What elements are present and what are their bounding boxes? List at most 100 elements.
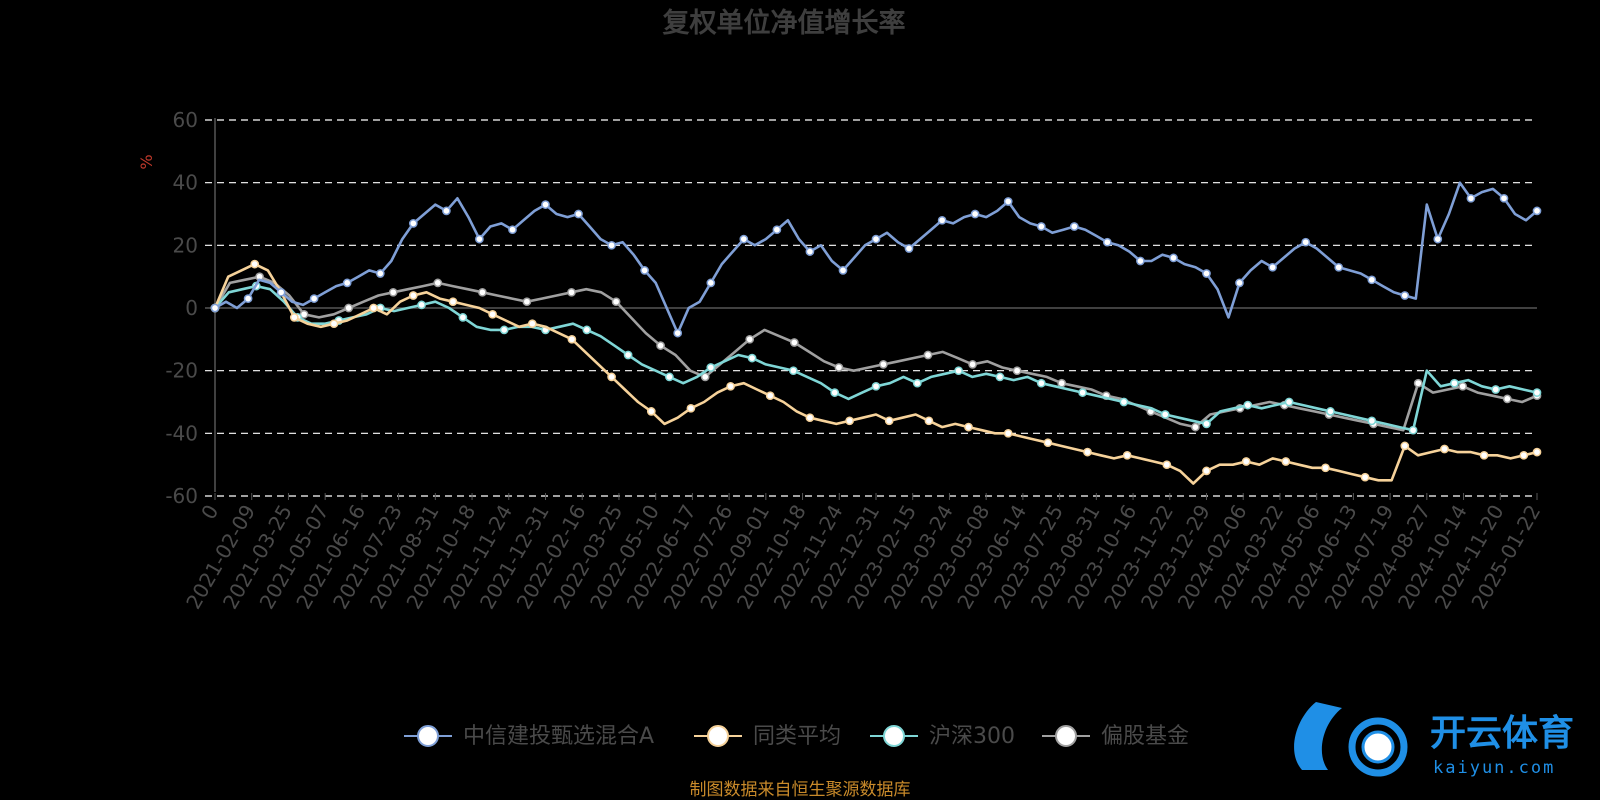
data-point xyxy=(607,240,616,250)
data-point xyxy=(739,234,749,244)
data-point xyxy=(408,219,418,228)
data-point xyxy=(433,278,443,288)
legend-label-fund: 中信建投甄选混合A xyxy=(463,724,654,749)
data-point xyxy=(1235,278,1244,288)
legend-marker-equity-fund xyxy=(1055,725,1077,747)
data-point xyxy=(1367,416,1377,426)
data-point xyxy=(747,353,757,363)
data-point xyxy=(1532,388,1542,397)
series-group xyxy=(210,181,1542,485)
data-point xyxy=(541,200,550,209)
data-point xyxy=(1450,378,1459,388)
y-axis-ticks: 60 40 20 0 -20 -40 -60 xyxy=(165,108,198,508)
watermark-logo: 开云体育 kaiyun.com xyxy=(1294,702,1574,778)
data-point xyxy=(968,360,977,369)
data-point xyxy=(706,363,716,372)
data-point xyxy=(611,297,621,307)
data-point xyxy=(522,297,532,307)
data-point xyxy=(607,372,616,382)
data-point xyxy=(623,350,633,360)
data-point xyxy=(789,366,798,376)
data-point xyxy=(1433,234,1443,244)
data-point xyxy=(830,388,840,397)
legend-marker-csi300 xyxy=(883,725,905,747)
data-point xyxy=(508,225,517,235)
data-point xyxy=(475,234,484,244)
data-point xyxy=(527,319,537,329)
data-point xyxy=(923,350,933,360)
data-point xyxy=(937,215,947,225)
data-point xyxy=(665,372,674,382)
legend-label-equity-fund: 偏股基金 xyxy=(1101,724,1189,749)
data-point xyxy=(640,266,649,275)
data-point xyxy=(995,372,1005,382)
data-point xyxy=(884,416,894,426)
data-point xyxy=(1440,444,1449,454)
data-point xyxy=(838,266,848,275)
data-point xyxy=(1532,447,1542,457)
data-point xyxy=(499,325,509,335)
legend-label-csi300: 沪深300 xyxy=(929,724,1015,749)
data-point xyxy=(1057,378,1067,388)
source-note: 制图数据来自恒生聚源数据库 xyxy=(690,780,911,800)
legend-item-csi300[interactable]: 沪深300 xyxy=(870,724,1015,749)
watermark-sub: kaiyun.com xyxy=(1433,758,1555,778)
data-point xyxy=(954,366,963,376)
series-line-1 xyxy=(213,262,1538,485)
legend-item-equity-fund[interactable]: 偏股基金 xyxy=(1042,724,1189,749)
data-point xyxy=(448,297,458,307)
data-point xyxy=(745,334,755,344)
data-point xyxy=(686,403,696,413)
data-point xyxy=(1036,378,1046,388)
data-point xyxy=(1243,400,1253,410)
data-point xyxy=(904,244,914,253)
data-point xyxy=(1162,460,1172,470)
data-point xyxy=(1408,425,1418,435)
data-point xyxy=(276,287,286,297)
y-tick-label: 20 xyxy=(173,233,198,257)
data-point xyxy=(369,303,378,313)
data-point xyxy=(1012,366,1022,376)
data-point xyxy=(1102,237,1112,247)
legend-marker-fund xyxy=(417,725,439,747)
legend[interactable]: 中信建投甄选混合A 同类平均 沪深300 偏股基金 xyxy=(404,724,1189,749)
data-point xyxy=(706,278,716,288)
y-tick-label: -60 xyxy=(165,484,198,508)
data-point xyxy=(805,413,815,423)
logo-k-icon xyxy=(1294,702,1342,770)
data-point xyxy=(1119,397,1129,407)
data-point xyxy=(1202,419,1211,429)
data-point xyxy=(388,287,398,297)
data-point xyxy=(726,381,735,391)
data-point xyxy=(1202,466,1211,476)
x-axis-ticks: 02021-02-092021-03-252021-05-072021-06-1… xyxy=(181,493,1545,613)
data-point xyxy=(442,206,451,216)
data-point xyxy=(1284,397,1294,407)
data-point xyxy=(1078,388,1087,397)
y-tick-label: 0 xyxy=(185,296,198,320)
series-line-0 xyxy=(214,181,1538,335)
data-point xyxy=(1400,291,1410,300)
data-point xyxy=(1169,253,1178,263)
data-point xyxy=(964,422,973,432)
data-point xyxy=(243,294,253,303)
data-point xyxy=(289,313,299,322)
data-point xyxy=(1003,428,1013,438)
data-point xyxy=(344,303,354,313)
data-point xyxy=(1334,262,1344,272)
data-point xyxy=(1413,378,1423,388)
chart-title: 复权单位净值增长率 xyxy=(663,7,906,39)
data-point xyxy=(1326,407,1335,416)
data-point xyxy=(871,381,881,391)
data-point xyxy=(656,341,665,350)
y-tick-label: -20 xyxy=(165,359,198,383)
data-point xyxy=(408,291,418,300)
legend-item-fund[interactable]: 中信建投甄选混合A xyxy=(404,724,654,749)
legend-item-peer-average[interactable]: 同类平均 xyxy=(694,724,841,749)
data-point xyxy=(1191,422,1200,432)
data-point xyxy=(970,209,980,219)
data-point xyxy=(765,391,775,401)
data-point xyxy=(488,309,497,319)
data-point xyxy=(805,247,815,256)
